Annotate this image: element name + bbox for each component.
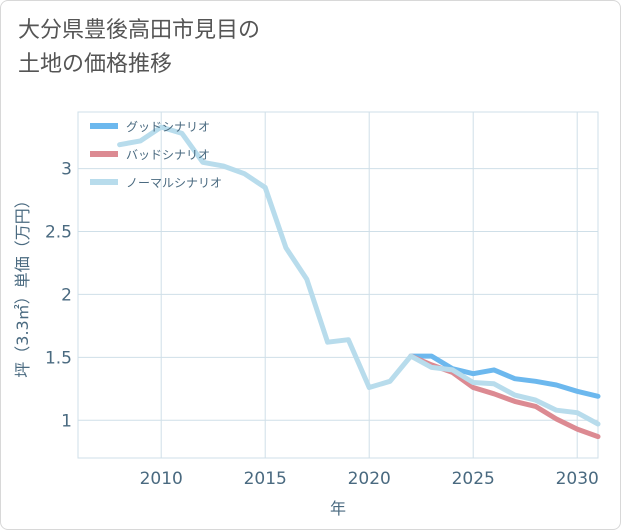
- chart-title-line2: 土地の価格推移: [18, 52, 173, 77]
- plot-area: [77, 111, 599, 459]
- x-tick-label: 2015: [244, 469, 287, 489]
- x-tick-label: 2010: [140, 469, 183, 489]
- y-tick-label: 1.5: [45, 348, 72, 368]
- x-axis-label: 年: [330, 499, 346, 518]
- axes: 2010 2015 2020 2025 2030 1 1.5 2 2.5 3: [45, 160, 599, 489]
- x-tick-label: 2020: [348, 469, 391, 489]
- legend-label: ノーマルシナリオ: [126, 176, 222, 190]
- y-tick-label: 2.5: [45, 223, 72, 243]
- grid: [77, 111, 599, 459]
- y-axis-label: 坪（3.3㎡）単価（万円）: [13, 192, 32, 377]
- y-tick-label: 2: [61, 285, 72, 305]
- y-tick-label: 1: [61, 411, 72, 431]
- y-tick-label: 3: [61, 160, 72, 180]
- series-line-1: [408, 353, 601, 399]
- chart-title: 大分県豊後高田市見目の 土地の価格推移: [18, 14, 260, 82]
- x-tick-label: 2030: [556, 469, 599, 489]
- legend-label: グッドシナリオ: [126, 120, 210, 134]
- legend-label: バッドシナリオ: [126, 148, 210, 162]
- x-tick-label: 2025: [452, 469, 495, 489]
- series-line-3: [117, 124, 601, 427]
- series-lines: [117, 124, 601, 440]
- chart-title-line1: 大分県豊後高田市見目の: [18, 18, 261, 43]
